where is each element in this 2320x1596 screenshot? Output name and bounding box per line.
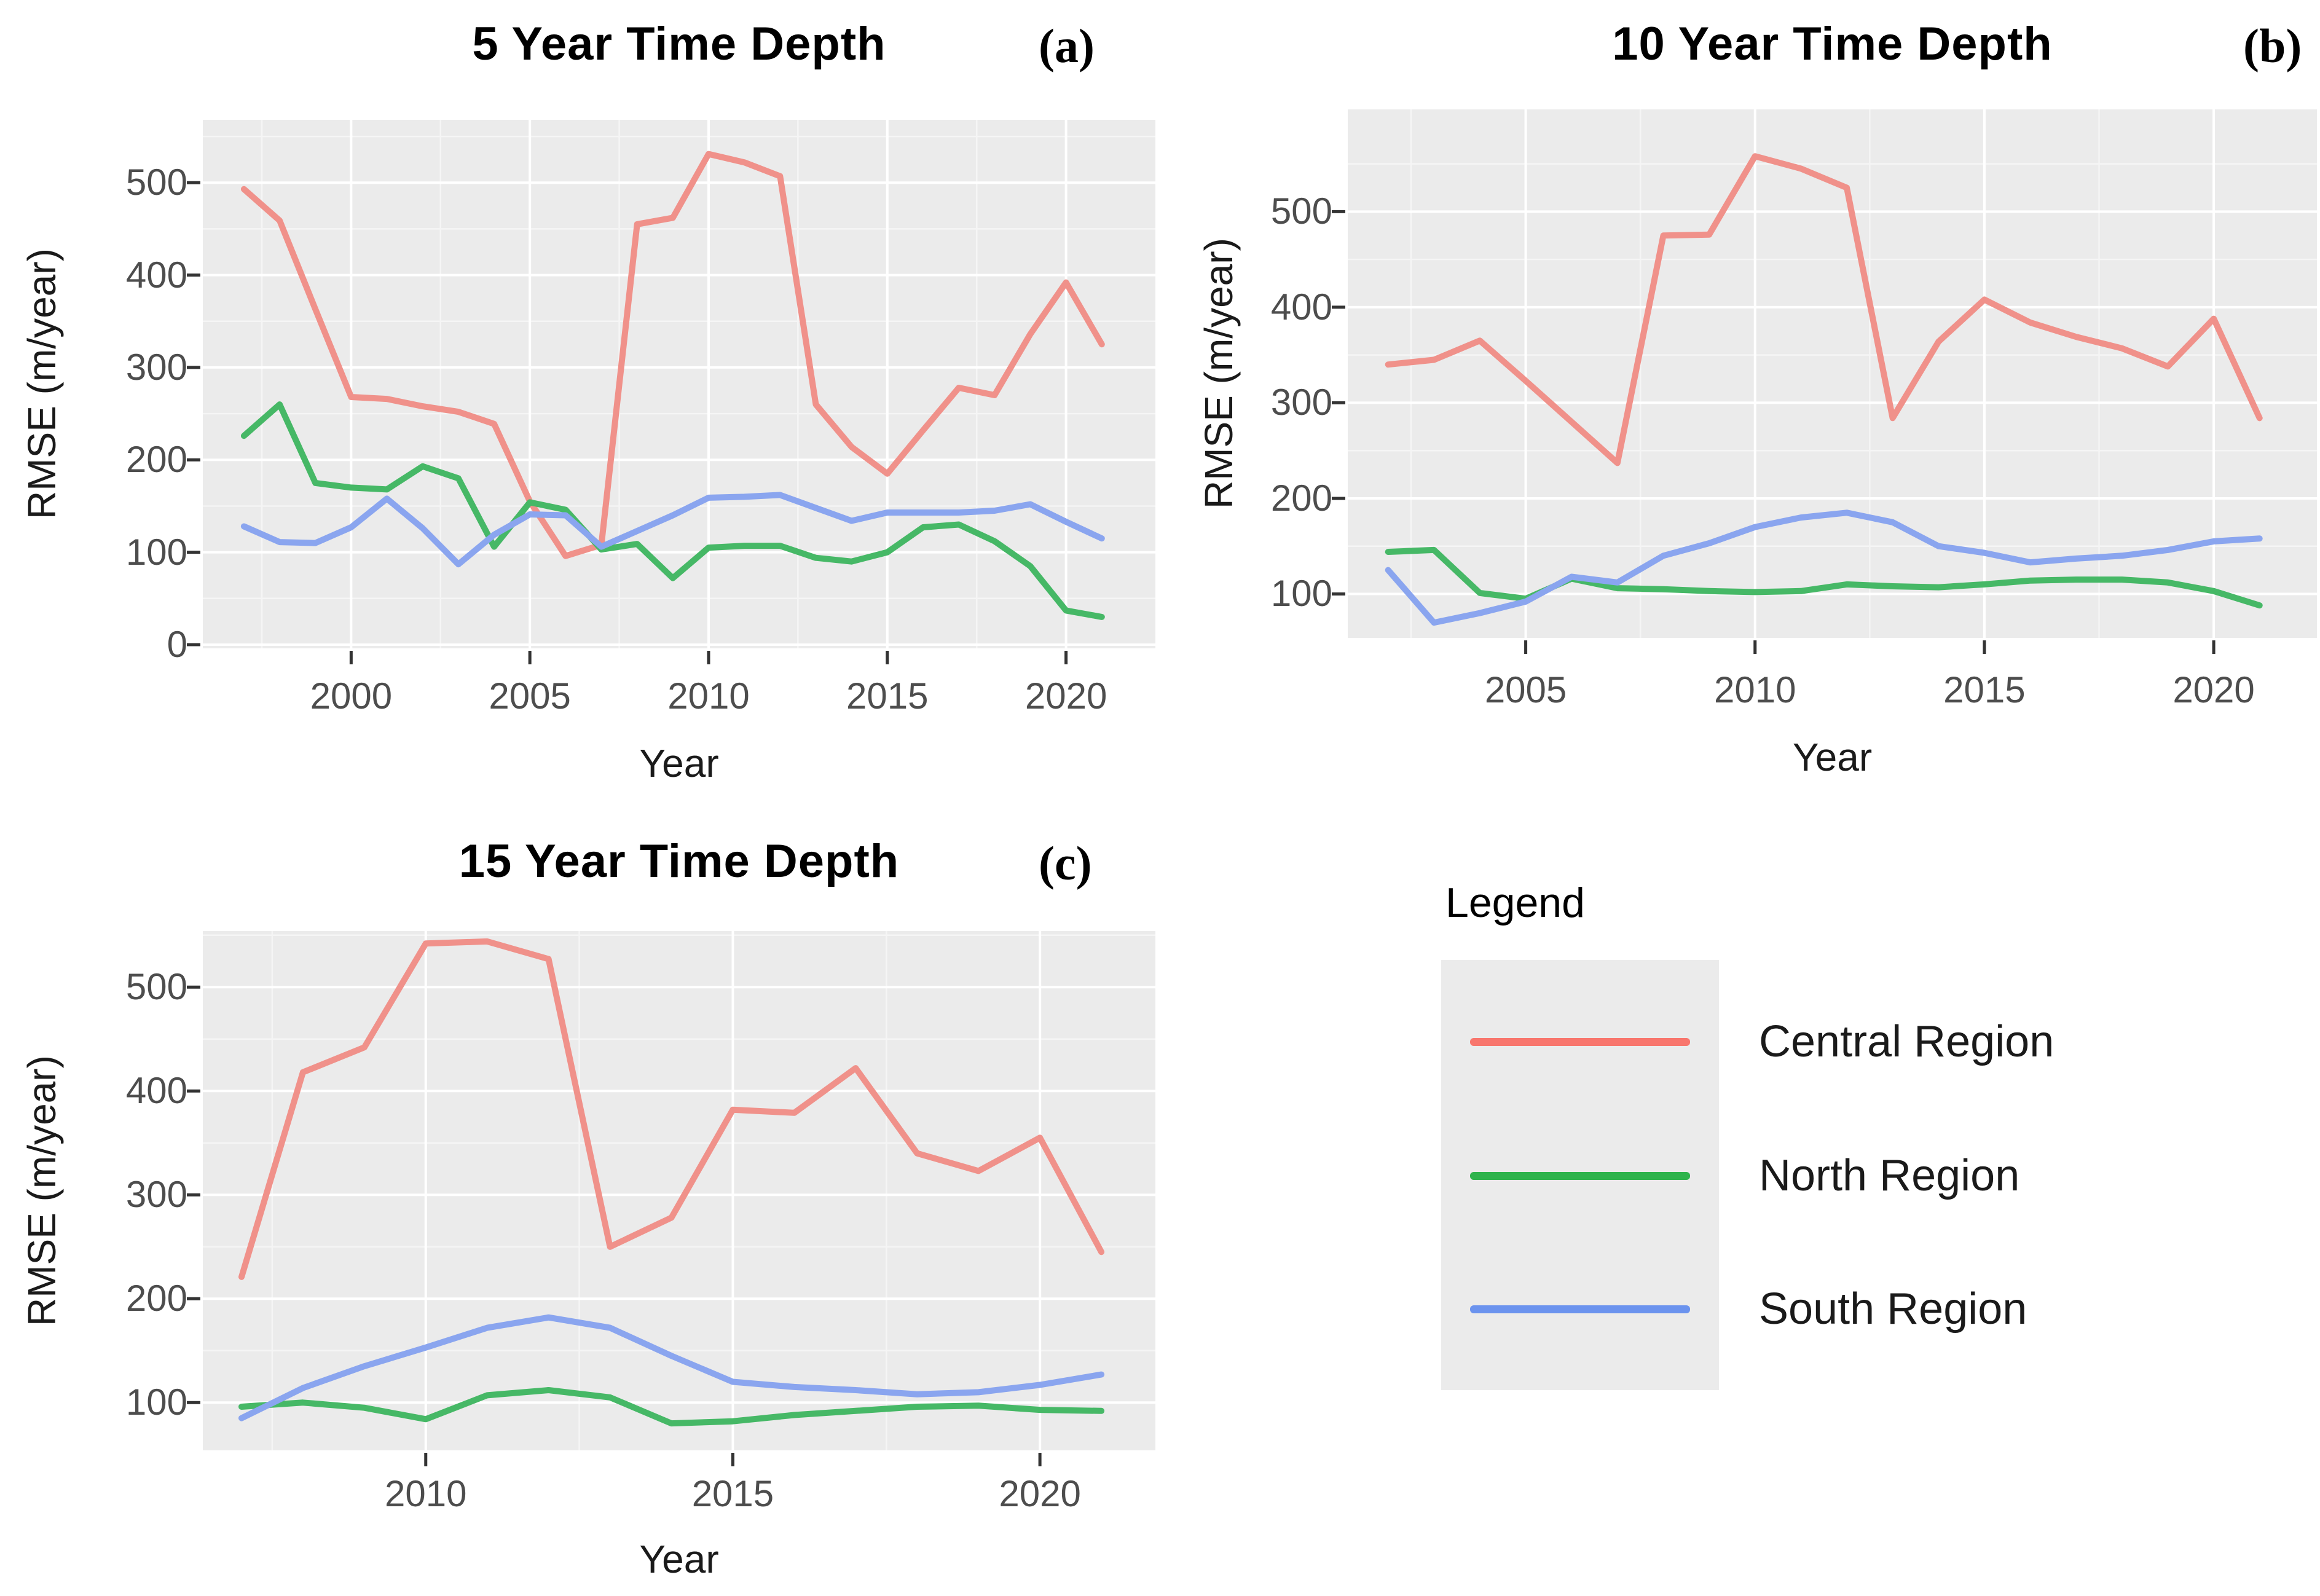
panel-a-xlabel: Year <box>639 741 719 785</box>
panel-b-y-tick-label: 300 <box>1270 382 1332 423</box>
panel-c-x-tick-label: 2010 <box>385 1473 467 1514</box>
panel-b-x-tick-label: 2015 <box>1943 669 2026 710</box>
panel-b-y-tick-label: 400 <box>1270 286 1332 328</box>
legend-line-north <box>1470 1172 1690 1180</box>
panel-c-x-tick-label: 2020 <box>999 1473 1081 1514</box>
legend-label-central: Central Region <box>1759 1017 2055 1066</box>
panel-a-y-tick-label: 0 <box>167 623 187 665</box>
panel-a-y-tick-label: 200 <box>125 439 187 481</box>
panel-c-y-tick-label: 500 <box>125 966 187 1008</box>
panel-a-y-tick-label: 500 <box>125 162 187 203</box>
series-line-central-region <box>1385 153 2263 466</box>
panel-b-plot <box>1332 109 2317 654</box>
panel-b-x-tick-label: 2020 <box>2173 669 2255 710</box>
series-line-south-region <box>1385 509 2263 626</box>
panel-b-y-tick-label: 100 <box>1270 573 1332 615</box>
legend-line-central <box>1470 1038 1690 1046</box>
legend-line-south <box>1470 1305 1690 1313</box>
panel-b-title: 10 Year Time Depth <box>1612 18 2053 70</box>
panel-c-y-tick-label: 100 <box>125 1382 187 1423</box>
legend-title: Legend <box>1445 879 1585 926</box>
panel-a-title: 5 Year Time Depth <box>472 18 886 70</box>
panel-c-tag: (c) <box>1039 836 1092 890</box>
panel-b-xlabel: Year <box>1792 735 1873 779</box>
series-line-north-region <box>238 1387 1105 1427</box>
panel-b-tag: (b) <box>2243 19 2302 73</box>
panel-a-x-tick-label: 2000 <box>310 675 393 717</box>
panel-c-title: 15 Year Time Depth <box>458 835 900 887</box>
series-line-central-region <box>240 151 1105 559</box>
panel-a-plot <box>187 120 1155 664</box>
series-line-south-region <box>240 492 1105 568</box>
panel-c-y-tick-label: 400 <box>125 1070 187 1112</box>
panel-c-y-tick-label: 200 <box>125 1278 187 1319</box>
series-line-central-region <box>238 938 1105 1280</box>
panel-c-ylabel: RMSE (m/year) <box>20 1055 64 1326</box>
panel-c-y-tick-label: 300 <box>125 1174 187 1216</box>
panel-a-x-tick-label: 2005 <box>489 675 571 717</box>
panel-a-y-tick-label: 400 <box>125 254 187 296</box>
panel-b-ylabel: RMSE (m/year) <box>1197 238 1241 509</box>
panel-c-x-tick-label: 2015 <box>691 1473 774 1514</box>
legend-label-north: North Region <box>1759 1151 2020 1200</box>
series-line-north-region <box>240 401 1105 620</box>
panel-b-background <box>1348 109 2317 638</box>
panel-a-tag: (a) <box>1039 19 1095 73</box>
panel-c-background <box>203 931 1155 1450</box>
panel-a-y-tick-label: 300 <box>125 346 187 388</box>
panel-a-y-tick-label: 100 <box>125 531 187 573</box>
panel-c-plot <box>187 931 1155 1466</box>
panel-b-y-tick-label: 500 <box>1270 191 1332 232</box>
panel-c-xlabel: Year <box>639 1537 719 1581</box>
panel-a-x-tick-label: 2020 <box>1024 675 1107 717</box>
panel-a-x-tick-label: 2015 <box>846 675 929 717</box>
panel-b-x-tick-label: 2010 <box>1713 669 1796 710</box>
panel-b-y-tick-label: 200 <box>1270 477 1332 519</box>
series-line-south-region <box>238 1314 1105 1421</box>
panel-a-ylabel: RMSE (m/year) <box>20 248 64 520</box>
panel-a-x-tick-label: 2010 <box>667 675 750 717</box>
panel-b-x-tick-label: 2005 <box>1484 669 1567 710</box>
legend-label-south: South Region <box>1759 1284 2027 1334</box>
